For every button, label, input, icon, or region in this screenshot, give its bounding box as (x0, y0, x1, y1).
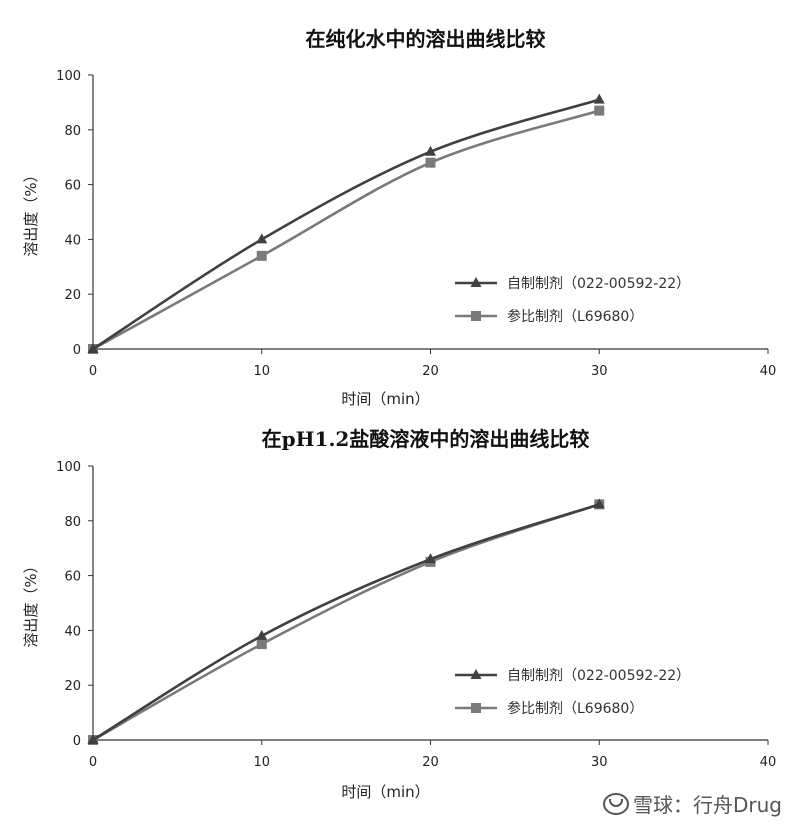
snowball-logo-icon (603, 792, 629, 815)
x-tick-label: 10 (253, 755, 270, 770)
x-tick-label: 20 (422, 755, 439, 770)
x-tick-label: 30 (591, 364, 608, 379)
y-tick-label: 0 (73, 343, 81, 358)
y-tick-label: 40 (64, 624, 81, 639)
chart-1: 在纯化水中的溶出曲线比较 0 20 40 60 80 100 0 10 20 30 40 时间（min）… (22, 27, 776, 408)
x-axis-label: 时间（min） (341, 783, 429, 801)
series-self-made (87, 498, 605, 744)
chart-title: 在pH1.2盐酸溶液中的溶出曲线比较 (262, 427, 590, 451)
y-tick-label: 100 (56, 460, 81, 475)
triangle-marker (256, 233, 268, 244)
y-tick-label: 80 (64, 515, 81, 530)
legend-label: 自制制剂（022-00592-22） (507, 276, 690, 292)
square-marker (256, 639, 267, 650)
y-tick-label: 60 (64, 179, 81, 194)
x-tick-label: 0 (89, 755, 97, 770)
watermark-text: 雪球：行舟Drug (633, 793, 782, 817)
square-marker (256, 250, 267, 261)
triangle-marker (87, 343, 99, 353)
series-line (92, 109, 600, 351)
x-axis-label: 时间（min） (341, 390, 429, 408)
triangle-marker (87, 734, 99, 744)
legend-triangle-marker (470, 277, 482, 287)
y-tick-label: 0 (73, 734, 81, 749)
series-self-made (87, 93, 605, 353)
square-marker (594, 105, 605, 116)
y-axis-label: 溶出度（%） (22, 167, 40, 256)
series-line (92, 503, 600, 742)
y-tick-label: 100 (56, 69, 81, 84)
triangle-marker (256, 629, 268, 640)
legend: 自制制剂（022-00592-22） 参比制剂（L69680） (455, 276, 690, 325)
legend: 自制制剂（022-00592-22） 参比制剂（L69680） (455, 668, 690, 717)
watermark: 雪球：行舟Drug (603, 789, 782, 818)
x-tick-label: 40 (760, 364, 777, 379)
x-tick-label: 0 (89, 364, 97, 379)
triangle-marker (425, 145, 436, 156)
x-tick-label: 20 (422, 364, 439, 379)
y-tick-label: 40 (64, 233, 81, 248)
legend-triangle-marker (470, 669, 482, 679)
triangle-marker (425, 553, 436, 564)
legend-label: 自制制剂（022-00592-22） (507, 668, 690, 684)
x-tick-label: 40 (760, 755, 777, 770)
chart-2: 在pH1.2盐酸溶液中的溶出曲线比较 0 20 40 60 80 100 0 10 20 30 40 时… (22, 427, 776, 801)
legend-label: 参比制剂（L69680） (507, 700, 643, 717)
x-tick-label: 10 (253, 364, 270, 379)
series-line (92, 98, 600, 351)
legend-square-marker (471, 703, 481, 713)
y-axis-label: 溶出度（%） (22, 558, 40, 647)
x-tick-label: 30 (591, 755, 608, 770)
chart-title: 在纯化水中的溶出曲线比较 (306, 27, 546, 51)
y-tick-label: 60 (64, 570, 81, 585)
y-tick-label: 20 (64, 679, 81, 694)
square-marker (425, 157, 436, 168)
triangle-marker (593, 93, 605, 104)
triangle-marker (593, 498, 605, 509)
y-tick-label: 20 (64, 288, 81, 303)
legend-square-marker (471, 311, 481, 321)
legend-label: 参比制剂（L69680） (507, 308, 643, 325)
y-tick-label: 80 (64, 124, 81, 139)
